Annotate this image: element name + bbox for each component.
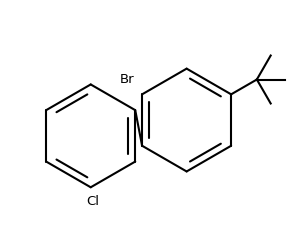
Text: Br: Br — [119, 73, 134, 86]
Text: Cl: Cl — [86, 195, 99, 208]
